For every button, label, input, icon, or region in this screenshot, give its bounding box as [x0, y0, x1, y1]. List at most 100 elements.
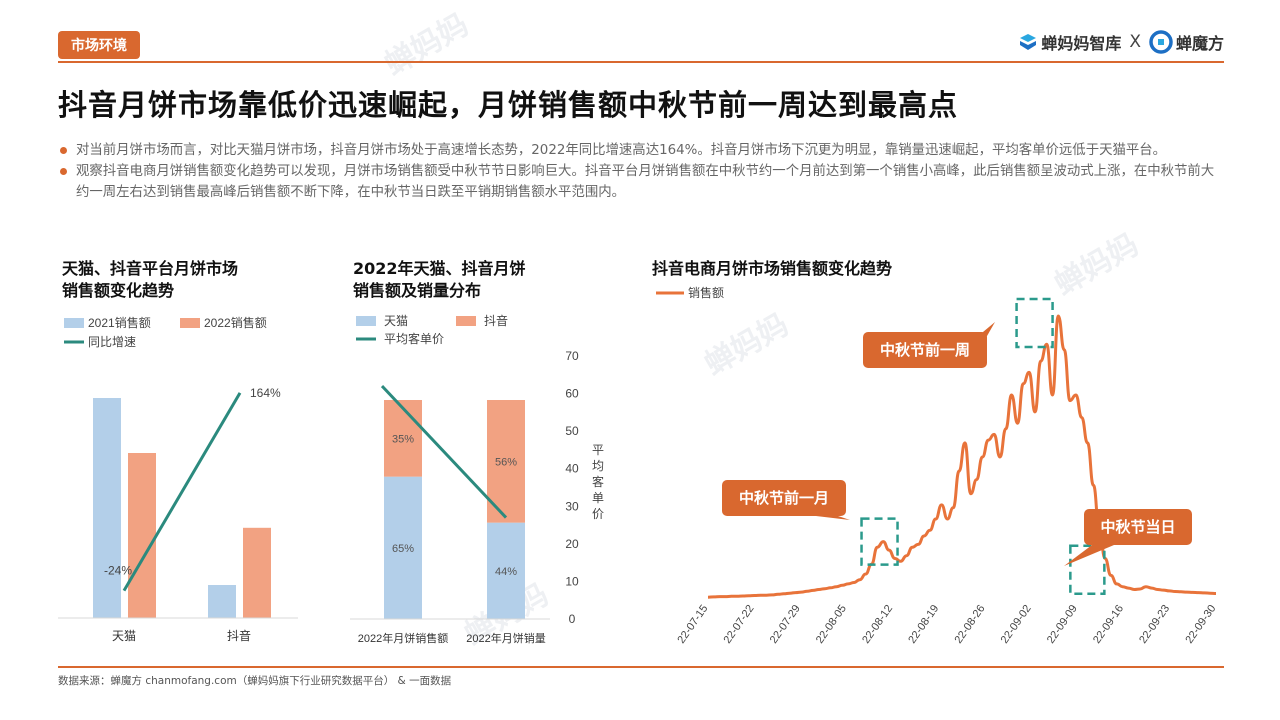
growth-label: -24%	[104, 564, 132, 578]
chart1-title-line2: 销售额变化趋势	[62, 281, 175, 300]
summary-bullets: 对当前月饼市场而言，对比天猫月饼市场，抖音月饼市场处于高速增长态势，2022年同…	[58, 140, 1224, 203]
chanmama-icon	[1020, 34, 1037, 50]
callout-box	[1084, 509, 1192, 545]
bullet-item: 对当前月饼市场而言，对比天猫月饼市场，抖音月饼市场处于高速增长态势，2022年同…	[58, 140, 1224, 161]
y2-tick-label: 60	[565, 387, 579, 401]
x-tick-label: 22-08-12	[860, 603, 895, 646]
stacked-bar-tmall-0	[384, 476, 422, 619]
bar-percent-label: 35%	[392, 433, 414, 445]
legend-swatch-douyin	[456, 316, 476, 326]
chanmama-logo: 蝉妈妈智库	[1018, 30, 1121, 54]
callout-text: 中秋节当日	[1100, 518, 1175, 536]
bullet-text: 对当前月饼市场而言，对比天猫月饼市场，抖音月饼市场处于高速增长态势，2022年同…	[76, 143, 1167, 158]
y2-axis-title-char: 平	[592, 443, 604, 457]
footer-divider	[58, 666, 1224, 668]
category-label: 天猫	[112, 629, 136, 643]
brand-logos: 蝉妈妈智库 X 蝉魔方	[1018, 30, 1224, 54]
callout-pointer	[971, 322, 995, 364]
highlight-box	[860, 517, 899, 566]
legend-label-sales: 销售额	[688, 285, 724, 300]
stacked-bar-douyin-0	[384, 400, 422, 477]
y2-tick-label: 20	[565, 537, 579, 551]
callout-month-before: 中秋节前一月	[722, 480, 850, 520]
chart2-title-line2: 销售额及销量分布	[353, 281, 482, 300]
x-tick-label: 22-08-19	[906, 603, 941, 646]
page-headline: 抖音月饼市场靠低价迅速崛起，月饼销售额中秋节前一周达到最高点	[58, 88, 959, 122]
legend-label-tmall: 天猫	[384, 314, 408, 328]
category-label: 2022年月饼销量	[466, 631, 545, 645]
data-source: 数据来源：蝉魔方 chanmofang.com（蝉妈妈旗下行业研究数据平台） &…	[58, 675, 452, 687]
y2-axis-title-char: 单	[592, 491, 604, 505]
x-tick-label: 22-08-05	[814, 603, 849, 646]
bar-percent-label: 65%	[392, 543, 414, 555]
legend-label-2022: 2022销售额	[204, 315, 267, 330]
x-tick-label: 22-09-30	[1183, 603, 1218, 646]
y2-axis-title-char: 价	[592, 507, 604, 521]
section-tag: 市场环境	[58, 31, 140, 59]
header-divider	[58, 61, 1224, 63]
y2-tick-label: 70	[565, 349, 579, 363]
growth-line	[122, 392, 242, 592]
bar-2021-0	[93, 398, 121, 618]
y2-tick-label: 30	[565, 499, 579, 513]
bar-2022-0	[128, 453, 156, 618]
chart3-title: 抖音电商月饼市场销售额变化趋势	[652, 259, 893, 278]
callout-festival-day: 中秋节当日	[1064, 509, 1192, 566]
callout-text: 中秋节前一月	[739, 489, 829, 507]
y2-tick-label: 50	[565, 424, 579, 438]
chart3-svg: 销售额 22-07-15 22-07-22 22-07-29 22-08-05 22-08…	[656, 285, 1218, 646]
bar-2022-1	[243, 527, 271, 618]
legend-label-growth: 同比增速	[88, 335, 136, 349]
x-tick-label: 22-07-22	[722, 603, 757, 646]
category-label: 抖音	[227, 628, 251, 643]
legend-label-2021: 2021销售额	[88, 315, 151, 330]
bar-2021-1	[208, 585, 236, 618]
growth-label: 164%	[250, 386, 281, 400]
legend-swatch-tmall	[356, 316, 376, 326]
chart1-title: 天猫、抖音平台月饼市场 销售额变化趋势	[62, 258, 238, 302]
chanmofang-logo: 蝉魔方	[1149, 30, 1224, 54]
brand-separator: X	[1129, 32, 1141, 52]
highlight-box	[1015, 297, 1054, 349]
x-tick-label: 22-09-16	[1091, 603, 1126, 646]
bar-percent-label: 56%	[495, 456, 517, 468]
legend-swatch-2022	[180, 318, 200, 328]
x-tick-label: 22-09-23	[1137, 603, 1172, 646]
legend-swatch-2021	[64, 318, 84, 328]
brand-right-text: 蝉魔方	[1175, 34, 1224, 53]
x-tick-label: 22-08-26	[952, 603, 987, 646]
callout-pointer	[816, 516, 850, 520]
sales-line	[707, 314, 1217, 599]
y2-tick-label: 0	[569, 612, 576, 626]
bar-percent-label: 44%	[495, 566, 517, 578]
x-tick-label: 22-07-29	[768, 603, 803, 646]
chart2-title-line1: 2022年天猫、抖音月饼	[353, 259, 526, 278]
chart1-title-line1: 天猫、抖音平台月饼市场	[62, 259, 239, 278]
x-tick-label: 22-07-15	[675, 603, 710, 646]
bullet-text: 观察抖音电商月饼销售额变化趋势可以发现，月饼市场销售额受中秋节节日影响巨大。抖音…	[76, 164, 1215, 200]
bullet-dot	[60, 168, 67, 175]
legend-label-price: 平均客单价	[384, 331, 444, 346]
bullet-item: 观察抖音电商月饼销售额变化趋势可以发现，月饼市场销售额受中秋节节日影响巨大。抖音…	[58, 161, 1224, 203]
y2-axis-title-char: 客	[592, 474, 604, 489]
callout-box	[863, 332, 987, 368]
y2-axis-title-char: 均	[592, 459, 604, 473]
y2-tick-label: 40	[565, 462, 579, 476]
stacked-bar-tmall-1	[487, 522, 525, 619]
chanmofang-icon	[1149, 30, 1173, 54]
bullet-dot	[60, 147, 67, 154]
callout-text: 中秋节前一周	[880, 341, 970, 359]
category-label: 2022年月饼销售额	[358, 631, 448, 645]
price-line	[380, 385, 508, 519]
chart2-title: 2022年天猫、抖音月饼 销售额及销量分布	[353, 258, 526, 302]
callout-box	[722, 480, 846, 516]
legend-label-douyin: 抖音	[484, 313, 508, 328]
x-tick-label: 22-09-09	[1045, 603, 1080, 646]
x-tick-label: 22-09-02	[999, 603, 1034, 646]
callout-week-before: 中秋节前一周	[863, 322, 995, 368]
y2-tick-label: 10	[565, 574, 579, 588]
callout-pointer	[1064, 545, 1114, 566]
brand-left-text: 蝉妈妈智库	[1041, 34, 1122, 53]
